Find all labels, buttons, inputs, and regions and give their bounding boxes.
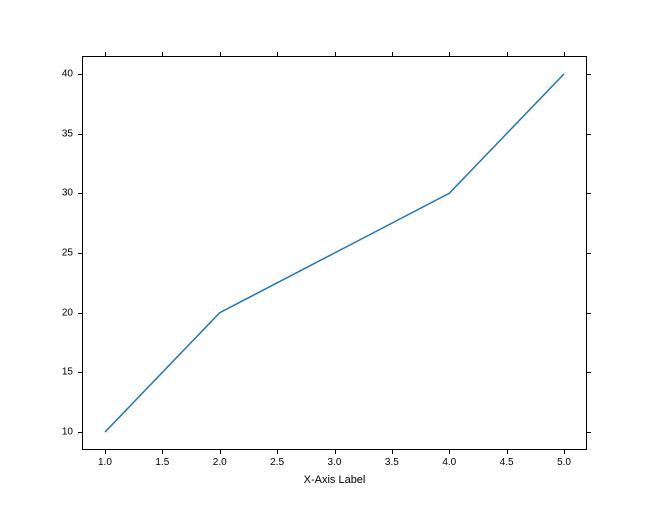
x-tick <box>335 450 336 454</box>
x-tick <box>277 450 278 454</box>
y-tick-label: 20 <box>58 307 73 318</box>
x-tick-label: 1.5 <box>155 457 169 468</box>
y-tick <box>587 372 591 373</box>
x-tick <box>277 52 278 56</box>
x-tick <box>507 52 508 56</box>
y-tick <box>587 432 591 433</box>
x-tick <box>392 52 393 56</box>
line-plot-svg <box>0 0 652 526</box>
y-tick-label: 30 <box>58 188 73 199</box>
y-tick-label: 10 <box>58 427 73 438</box>
line-chart: X-Axis Label 1.0 1.5 2.0 2.5 3.0 3.5 4.0 4.5 5.0… <box>0 0 652 526</box>
x-tick <box>105 450 106 454</box>
x-tick <box>564 52 565 56</box>
x-tick <box>335 52 336 56</box>
x-tick-label: 2.0 <box>213 457 227 468</box>
y-tick <box>78 432 82 433</box>
x-tick-label: 3.5 <box>385 457 399 468</box>
y-tick <box>78 372 82 373</box>
y-tick <box>587 74 591 75</box>
x-tick <box>449 52 450 56</box>
x-tick <box>507 450 508 454</box>
x-tick-label: 1.0 <box>98 457 112 468</box>
x-tick <box>105 52 106 56</box>
x-tick-label: 2.5 <box>270 457 284 468</box>
x-tick-label: 3.0 <box>328 457 342 468</box>
x-tick <box>220 52 221 56</box>
y-tick <box>78 313 82 314</box>
y-tick <box>78 134 82 135</box>
y-tick-label: 40 <box>58 68 73 79</box>
x-axis-label: X-Axis Label <box>304 474 366 486</box>
y-tick <box>78 193 82 194</box>
y-tick-label: 15 <box>58 367 73 378</box>
x-tick <box>220 450 221 454</box>
y-tick <box>587 193 591 194</box>
y-tick <box>587 313 591 314</box>
y-tick <box>78 253 82 254</box>
y-tick <box>587 134 591 135</box>
x-tick <box>392 450 393 454</box>
x-tick <box>162 450 163 454</box>
x-tick <box>564 450 565 454</box>
x-tick-label: 4.0 <box>442 457 456 468</box>
y-tick <box>78 74 82 75</box>
y-tick-label: 35 <box>58 128 73 139</box>
y-tick-label: 25 <box>58 248 73 259</box>
data-line <box>105 74 564 432</box>
x-tick <box>449 450 450 454</box>
x-tick-label: 5.0 <box>557 457 571 468</box>
x-tick <box>162 52 163 56</box>
y-tick <box>587 253 591 254</box>
x-tick-label: 4.5 <box>500 457 514 468</box>
